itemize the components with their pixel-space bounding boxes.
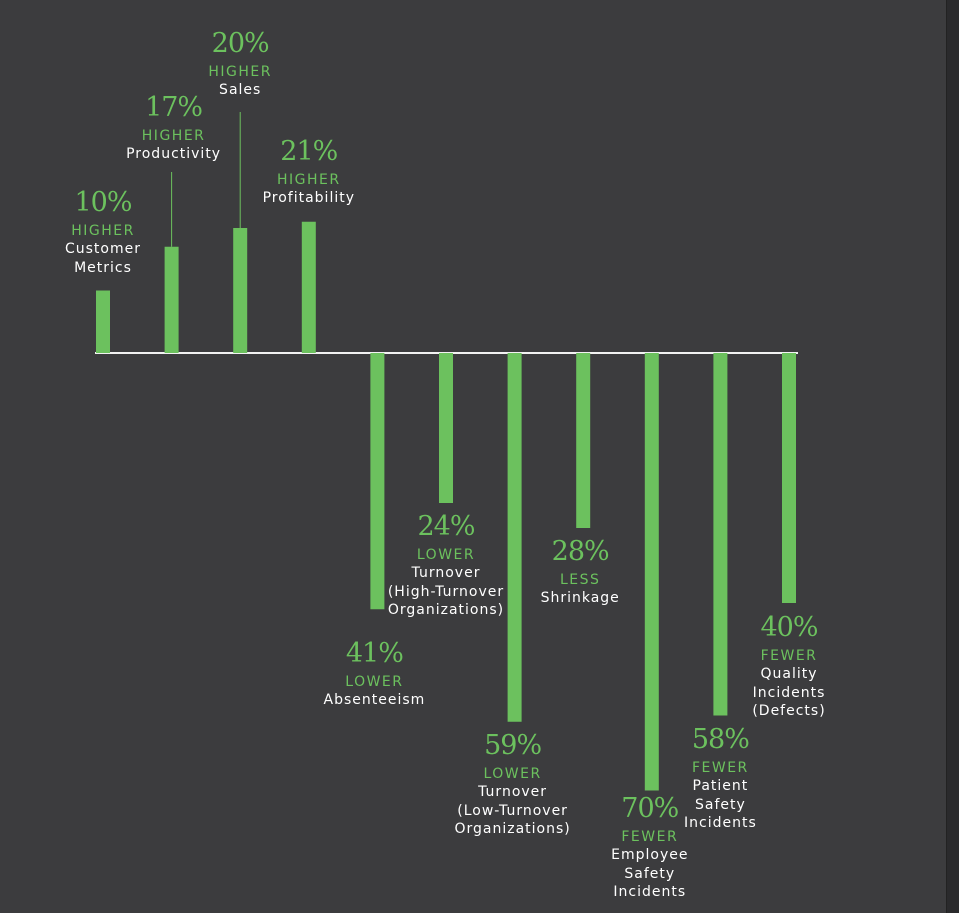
category-label: Profitability	[263, 189, 355, 208]
category-label-line: Safety	[624, 865, 676, 882]
category-label-line: Shrinkage	[540, 590, 620, 606]
direction-label: FEWER	[621, 829, 679, 845]
direction-label: HIGHER	[208, 64, 272, 80]
category-label-line: Sales	[219, 82, 262, 98]
value-label: 17%	[145, 92, 203, 123]
value-label: 21%	[280, 136, 338, 167]
category-label: Patient Safety Incidents	[684, 777, 757, 833]
value-label: 24%	[417, 511, 475, 542]
bar-patient-safety-incidents	[713, 353, 728, 716]
frame-edge	[946, 0, 959, 913]
label-profitability: 21% HIGHER Profitability	[263, 136, 355, 208]
bar-employee-safety-incidents	[644, 353, 659, 791]
category-label-line: (Low-Turnover	[457, 802, 568, 819]
direction-label: LOWER	[345, 674, 404, 690]
category-label-line: (High-Turnover	[387, 583, 505, 600]
category-label-line: Patient	[692, 778, 749, 794]
category-label-line: Incidents	[684, 815, 757, 831]
value-label: 58%	[691, 724, 750, 755]
bar-absenteeism	[370, 353, 385, 610]
label-employee-safety-incidents: 70% FEWER Employee Safety Incidents	[611, 793, 688, 902]
category-label: Employee Safety Incidents	[611, 846, 688, 902]
label-patient-safety-incidents: 58% FEWER Patient Safety Incidents	[684, 724, 757, 833]
bar-customer-metrics	[96, 290, 110, 353]
category-label-line: Turnover	[411, 565, 481, 581]
label-turnover-high-turnover-organizations: 24% LOWER Turnover (High-Turnover Organizati…	[388, 511, 504, 620]
label-shrinkage: 28% LESS Shrinkage	[541, 536, 620, 608]
category-label: Turnover (Low-Turnover Organizations)	[454, 783, 570, 839]
category-label-line: Productivity	[126, 146, 222, 162]
bar-turnover-high-turnover-organizations	[439, 353, 453, 503]
category-label: Customer Metrics	[65, 240, 141, 277]
category-label-line: Incidents	[613, 884, 687, 900]
category-label-line: Metrics	[74, 259, 132, 276]
value-label: 10%	[74, 187, 132, 218]
bar-turnover-low-turnover-organizations	[507, 353, 522, 722]
value-label: 20%	[211, 28, 270, 59]
bar-sales	[233, 228, 248, 353]
label-absenteeism: 41% LOWER Absenteeism	[324, 638, 426, 710]
category-label-line: Absenteeism	[323, 692, 426, 708]
category-label-line: (Defects)	[752, 703, 826, 719]
bar-shrinkage	[576, 353, 591, 528]
category-label: Shrinkage	[541, 589, 620, 608]
category-label-line: Profitability	[262, 190, 356, 206]
direction-label: LOWER	[416, 547, 476, 563]
category-label: Turnover (High-Turnover Organizations)	[388, 564, 504, 620]
category-label-line: Incidents	[752, 684, 826, 701]
category-label: Sales	[208, 81, 272, 100]
label-customer-metrics: 10% HIGHER Customer Metrics	[65, 187, 141, 277]
category-label-line: Turnover	[478, 784, 548, 800]
category-label-line: Safety	[694, 796, 746, 813]
bar-profitability	[301, 221, 316, 353]
label-quality-incidents-defects: 40% FEWER Quality Incidents (Defects)	[752, 612, 825, 721]
direction-label: HIGHER	[71, 223, 135, 239]
category-label-line: Organizations)	[454, 821, 571, 837]
label-productivity: 17% HIGHER Productivity	[126, 92, 221, 164]
value-label: 28%	[551, 536, 610, 567]
category-label: Absenteeism	[324, 691, 426, 710]
value-label: 40%	[760, 612, 818, 643]
category-label-line: Employee	[611, 847, 689, 863]
category-label: Productivity	[126, 145, 221, 164]
direction-label: FEWER	[691, 760, 749, 776]
category-label-line: Customer	[64, 241, 142, 257]
category-label-line: Organizations)	[387, 602, 505, 618]
direction-label: HIGHER	[276, 172, 341, 188]
value-label: 70%	[621, 793, 679, 824]
direction-label: FEWER	[760, 648, 818, 664]
category-label-line: Quality	[760, 666, 818, 682]
bar-productivity	[164, 246, 179, 353]
value-label: 41%	[345, 638, 404, 669]
direction-label: HIGHER	[141, 128, 206, 144]
value-label: 59%	[484, 730, 542, 761]
direction-label: LOWER	[483, 766, 542, 782]
category-label: Quality Incidents (Defects)	[752, 665, 825, 721]
label-turnover-low-turnover-organizations: 59% LOWER Turnover (Low-Turnover Organizatio…	[454, 730, 570, 839]
bar-quality-incidents-defects	[782, 353, 796, 603]
label-sales: 20% HIGHER Sales	[208, 28, 272, 100]
direction-label: LESS	[559, 572, 601, 588]
